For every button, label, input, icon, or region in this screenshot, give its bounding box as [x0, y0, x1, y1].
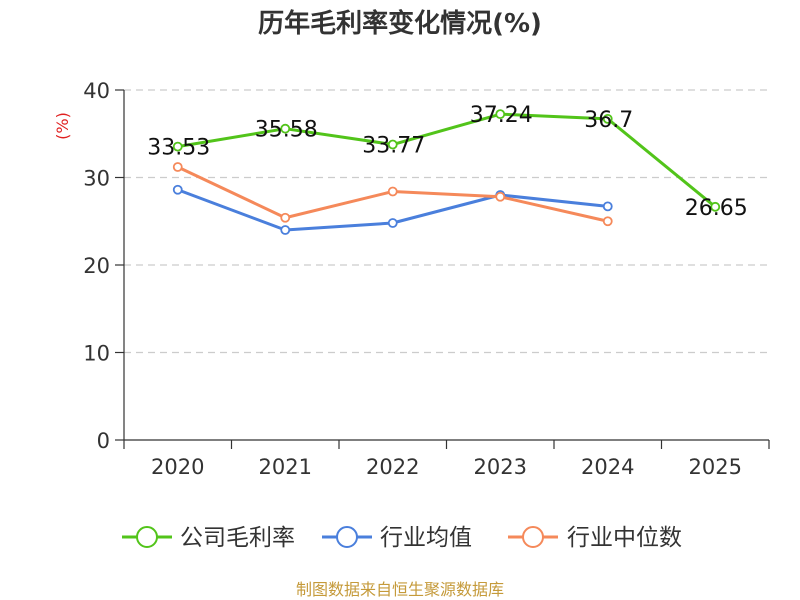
legend[interactable]: 公司毛利率 行业均值 行业中位数 [122, 525, 682, 551]
data-point [280, 225, 291, 235]
data-point [602, 113, 613, 124]
chart-title: 历年毛利率变化情况(%) [258, 8, 542, 39]
legend-item[interactable]: 公司毛利率 [122, 525, 295, 551]
data-point [602, 201, 613, 212]
legend-marker [136, 526, 158, 548]
x-tick-label: 2022 [366, 455, 419, 479]
source-note: 制图数据来自恒生聚源数据库 [296, 580, 504, 599]
legend-item[interactable]: 行业中位数 [508, 525, 682, 551]
legend-marker [336, 526, 358, 548]
x-tick-label: 2024 [581, 455, 634, 479]
data-point [172, 162, 183, 172]
x-tick-label: 2021 [259, 455, 312, 479]
y-tick-label: 30 [83, 167, 110, 191]
legend-label: 行业均值 [380, 525, 472, 551]
data-label: 26.65 [685, 196, 748, 221]
data-label: 33.77 [362, 134, 425, 159]
y-tick-label: 10 [83, 342, 110, 366]
data-label: 35.58 [255, 118, 318, 143]
data-label: 33.53 [147, 136, 210, 161]
data-point [495, 191, 506, 202]
data-point [387, 218, 398, 228]
y-tick-label: 40 [83, 79, 110, 103]
axes: 0 10 20 30 40 2020 2021 2022 2023 2024 2025 [83, 79, 770, 479]
data-label: 36.7 [584, 108, 633, 133]
x-tick-label: 2025 [689, 455, 742, 479]
data-point [387, 139, 398, 150]
data-label: 37.24 [470, 103, 533, 128]
y-tick-label: 0 [97, 429, 110, 453]
series-line-0 [177, 112, 717, 208]
data-point [387, 186, 398, 197]
legend-item[interactable]: 行业均值 [322, 525, 472, 551]
data-point [710, 201, 721, 212]
data-point [495, 109, 506, 120]
x-tick-label: 2020 [151, 455, 204, 479]
y-axis-label: (%) [53, 112, 72, 140]
data-point [172, 184, 183, 195]
series-group: 33.53 35.58 33.77 37.24 36.7 26.65 [147, 103, 748, 235]
data-point [172, 141, 183, 152]
y-tick-label: 20 [83, 254, 110, 278]
legend-label: 行业中位数 [567, 525, 682, 551]
legend-marker [522, 526, 544, 548]
data-point [602, 216, 613, 227]
data-point [280, 123, 291, 134]
legend-label: 公司毛利率 [180, 525, 295, 551]
x-tick-label: 2023 [474, 455, 527, 479]
data-point [280, 212, 291, 223]
